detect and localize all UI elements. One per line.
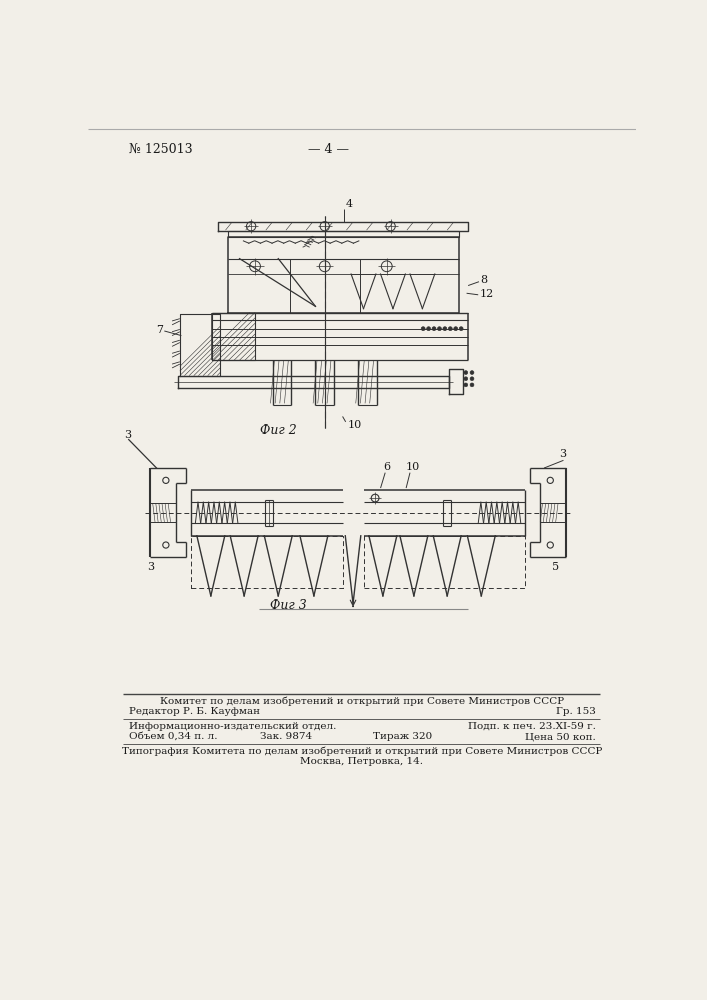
Text: 10: 10 [348,420,362,430]
Text: Фиг 3: Фиг 3 [271,599,308,612]
Text: — 4 —: — 4 — [308,143,349,156]
Circle shape [448,327,452,331]
Circle shape [421,327,425,331]
Text: № 125013: № 125013 [129,143,192,156]
Text: 6: 6 [383,462,390,472]
Text: Москва, Петровка, 14.: Москва, Петровка, 14. [300,757,423,766]
Text: Тираж 320: Тираж 320 [373,732,432,741]
Text: Комитет по делам изобретений и открытий при Совете Министров СССР: Комитет по делам изобретений и открытий … [160,697,564,706]
Text: Цена 50 коп.: Цена 50 коп. [525,732,596,741]
Text: 3: 3 [559,449,567,459]
Circle shape [470,371,474,374]
Circle shape [464,371,468,374]
Text: 7: 7 [156,325,163,335]
Text: Гр. 153: Гр. 153 [556,707,596,716]
Text: Редактор Р. Б. Кауфман: Редактор Р. Б. Кауфман [129,707,259,716]
Text: 5: 5 [552,562,559,572]
Text: Типография Комитета по делам изобретений и открытий при Совете Министров СССР: Типография Комитета по делам изобретений… [122,746,602,756]
Circle shape [464,377,468,381]
Text: Информационно-издательский отдел.: Информационно-издательский отдел. [129,722,336,731]
Text: 8: 8 [480,275,487,285]
Circle shape [460,327,463,331]
Text: 10: 10 [406,462,421,472]
Circle shape [443,327,447,331]
Text: Зак. 9874: Зак. 9874 [260,732,312,741]
Circle shape [470,377,474,381]
Text: 12: 12 [480,289,494,299]
Circle shape [464,383,468,387]
Text: Объем 0,34 п. л.: Объем 0,34 п. л. [129,732,217,741]
Circle shape [426,327,431,331]
Circle shape [454,327,457,331]
Circle shape [438,327,441,331]
Text: 3: 3 [147,562,154,572]
Circle shape [432,327,436,331]
Circle shape [470,383,474,387]
Text: 3: 3 [124,430,132,440]
Text: 4: 4 [346,199,353,209]
Text: Подп. к печ. 23.XI-59 г.: Подп. к печ. 23.XI-59 г. [468,722,596,731]
Text: Фиг 2: Фиг 2 [260,424,297,437]
